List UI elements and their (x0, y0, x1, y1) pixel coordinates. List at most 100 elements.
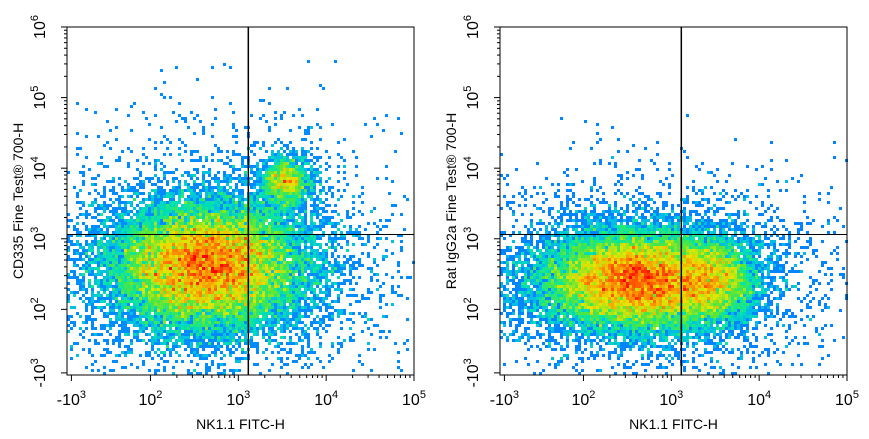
density-cell (211, 318, 214, 321)
density-cell (274, 222, 277, 225)
density-cell (232, 369, 235, 372)
density-cell (298, 336, 301, 339)
density-cell (319, 234, 322, 237)
density-cell (277, 171, 280, 174)
density-cell (289, 267, 292, 270)
density-cell (325, 285, 328, 288)
density-cell (97, 279, 100, 282)
density-cell (379, 228, 382, 231)
density-cell (256, 285, 259, 288)
density-cell (340, 267, 343, 270)
density-cell (148, 123, 151, 126)
density-cell (187, 126, 190, 129)
density-cell (271, 261, 274, 264)
density-cell (307, 333, 310, 336)
density-cell (97, 264, 100, 267)
density-cell (337, 237, 340, 240)
density-cell (265, 270, 268, 273)
density-cell (277, 222, 280, 225)
density-cell (295, 291, 298, 294)
density-cell (334, 264, 337, 267)
density-cell (274, 156, 277, 159)
density-cell (229, 234, 232, 237)
density-cell (190, 285, 193, 288)
density-cell (139, 183, 142, 186)
density-cell (154, 336, 157, 339)
density-cell (142, 201, 145, 204)
density-cell (97, 297, 100, 300)
density-cell (241, 264, 244, 267)
density-cell (109, 264, 112, 267)
density-cell (127, 189, 130, 192)
density-cell (100, 156, 103, 159)
density-cell (229, 204, 232, 207)
density-cell (340, 345, 343, 348)
density-cell (169, 204, 172, 207)
density-cell (160, 282, 163, 285)
density-cell (325, 324, 328, 327)
density-cell (112, 189, 115, 192)
density-cell (214, 177, 217, 180)
density-cell (283, 195, 286, 198)
density-cell (349, 318, 352, 321)
density-cell (145, 309, 148, 312)
density-cell (178, 285, 181, 288)
density-cell (160, 279, 163, 282)
density-cell (151, 216, 154, 219)
density-cell (115, 192, 118, 195)
density-cell (85, 234, 88, 237)
density-cell (229, 267, 232, 270)
density-cell (199, 243, 202, 246)
density-cell (217, 210, 220, 213)
density-cell (256, 288, 259, 291)
density-cell (106, 240, 109, 243)
density-cell (127, 267, 130, 270)
density-cell (313, 351, 316, 354)
density-cell (217, 234, 220, 237)
density-cell (307, 186, 310, 189)
density-cell (262, 231, 265, 234)
density-cell (283, 225, 286, 228)
density-cell (157, 342, 160, 345)
density-cell (166, 237, 169, 240)
density-cell (103, 282, 106, 285)
density-cell (331, 357, 334, 360)
density-cell (190, 204, 193, 207)
density-cell (154, 309, 157, 312)
density-cell (160, 309, 163, 312)
density-cell (190, 372, 193, 375)
density-cell (262, 252, 265, 255)
density-cell (244, 225, 247, 228)
density-cell (280, 171, 283, 174)
density-cell (331, 225, 334, 228)
density-cell (178, 180, 181, 183)
density-cell (295, 267, 298, 270)
density-cell (166, 360, 169, 363)
density-cell (109, 306, 112, 309)
density-cell (217, 270, 220, 273)
density-cell (211, 258, 214, 261)
density-cell (289, 237, 292, 240)
density-cell (109, 327, 112, 330)
density-cell (229, 243, 232, 246)
density-cell (115, 279, 118, 282)
density-cell (337, 312, 340, 315)
density-cell (127, 306, 130, 309)
density-cell (199, 159, 202, 162)
density-cell (301, 138, 304, 141)
density-cell (238, 303, 241, 306)
density-cell (142, 363, 145, 366)
density-cell (91, 327, 94, 330)
density-cell (196, 267, 199, 270)
density-cell (241, 159, 244, 162)
density-cell (166, 330, 169, 333)
density-cell (301, 153, 304, 156)
density-cell (178, 219, 181, 222)
density-cell (190, 360, 193, 363)
density-cell (106, 285, 109, 288)
density-cell (178, 300, 181, 303)
density-cell (226, 252, 229, 255)
density-cell (217, 276, 220, 279)
density-cell (214, 297, 217, 300)
density-cell (277, 264, 280, 267)
